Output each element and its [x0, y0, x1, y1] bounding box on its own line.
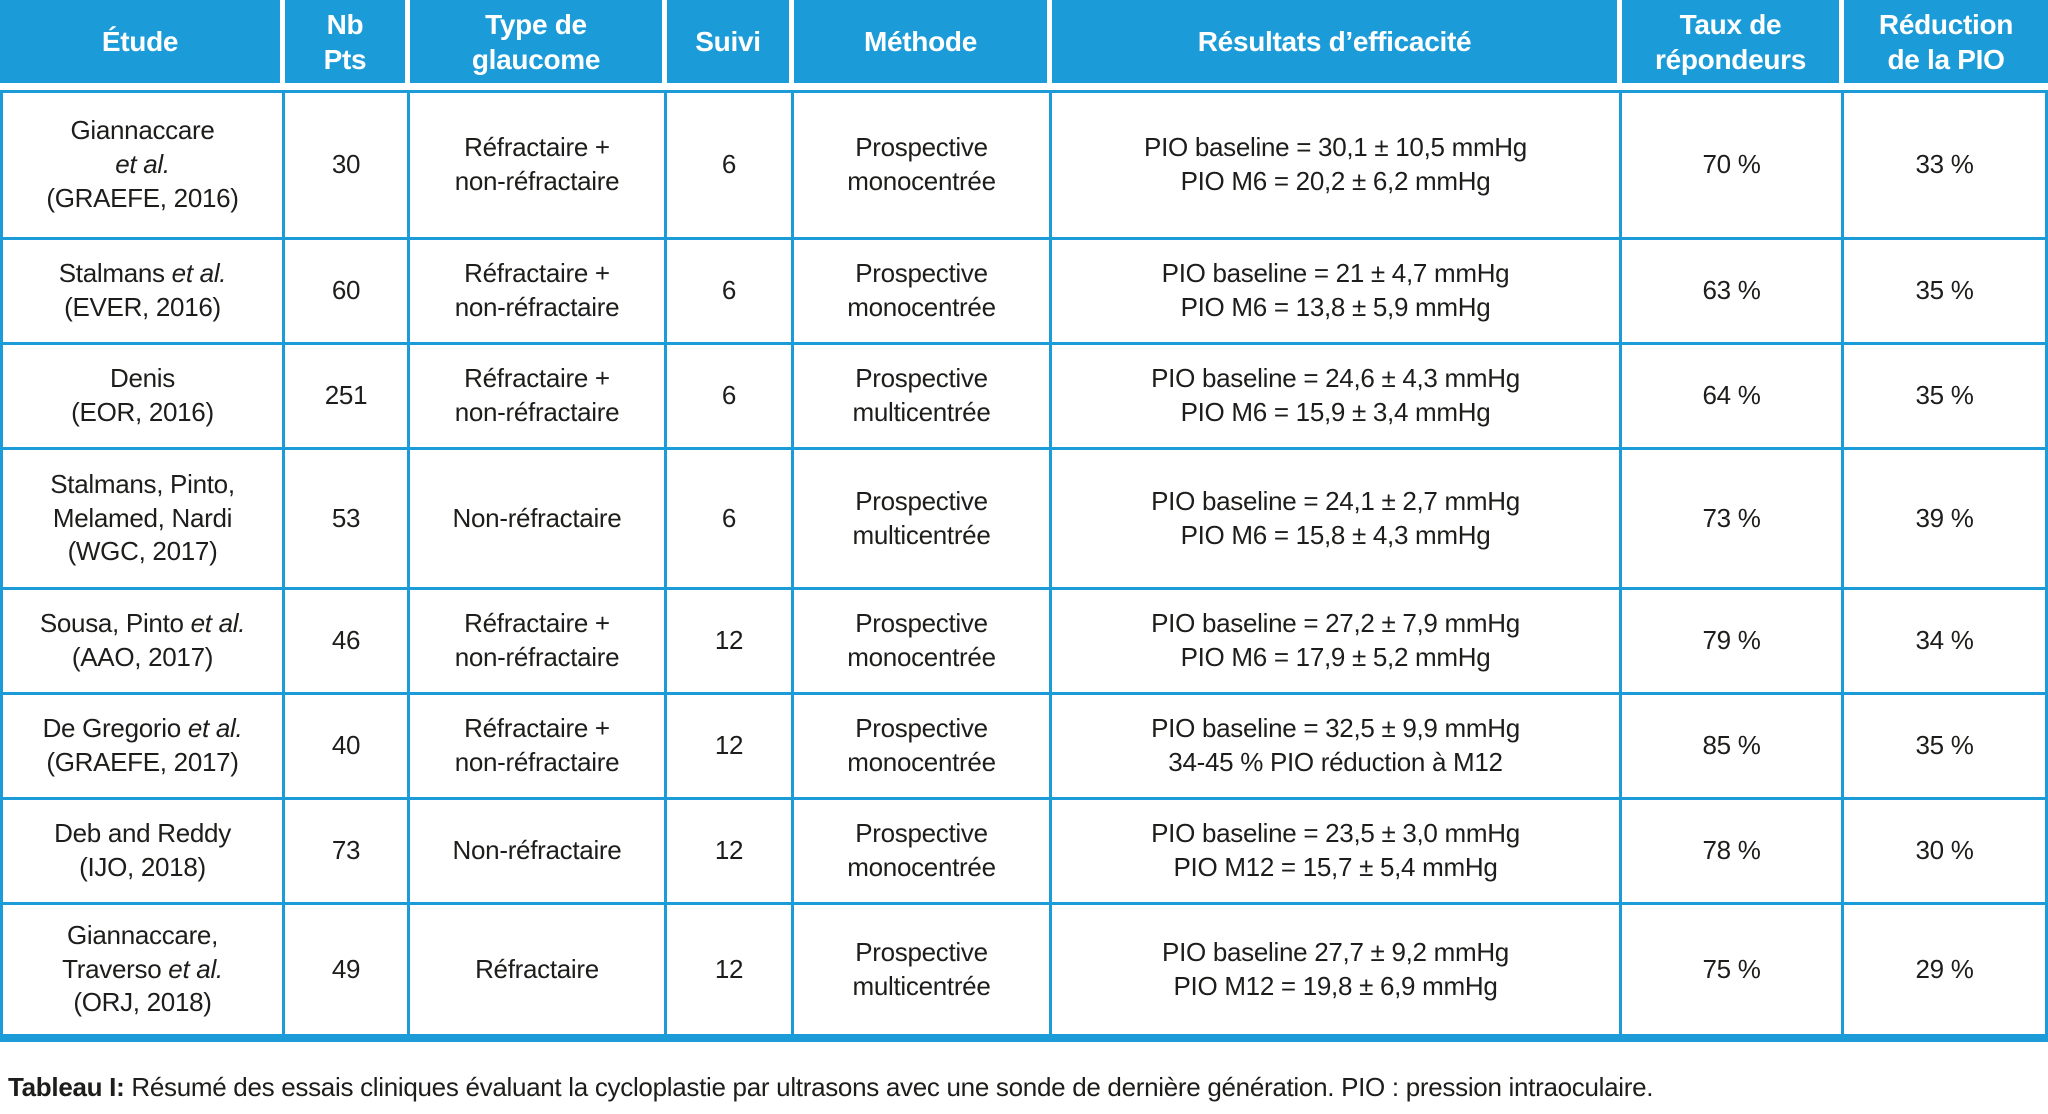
- cell-taux-repondeurs: 64 %: [1622, 345, 1844, 450]
- cell-reduction-pio: 34 %: [1844, 590, 2048, 695]
- cell-reduction-pio: 35 %: [1844, 345, 2048, 450]
- cell-reduction-pio: 35 %: [1844, 240, 2048, 345]
- column-header-reduction_pio: Réduction de la PIO: [1844, 0, 2048, 90]
- cell-suivi: 12: [667, 695, 794, 800]
- table-row: Giannaccare et al. (GRAEFE, 2016) 30 Réfract…: [0, 90, 2048, 240]
- cell-methode: Prospective monocentrée: [794, 90, 1052, 240]
- cell-suivi: 6: [667, 240, 794, 345]
- table-row: De Gregorio et al. (GRAEFE, 2017) 40 Réfrac…: [0, 695, 2048, 800]
- cell-etude: Denis (EOR, 2016): [0, 345, 285, 450]
- cell-etude: Deb and Reddy (IJO, 2018): [0, 800, 285, 905]
- cell-type-glaucome: Réfractaire + non-réfractaire: [410, 590, 667, 695]
- cell-methode: Prospective multicentrée: [794, 905, 1052, 1042]
- cell-nb-pts: 46: [285, 590, 410, 695]
- cell-methode: Prospective monocentrée: [794, 800, 1052, 905]
- cell-reduction-pio: 35 %: [1844, 695, 2048, 800]
- cell-type-glaucome: Réfractaire + non-réfractaire: [410, 90, 667, 240]
- column-header-resultats: Résultats d’efficacité: [1052, 0, 1622, 90]
- column-header-taux_repondeurs: Taux de répondeurs: [1622, 0, 1844, 90]
- cell-resultats: PIO baseline = 32,5 ± 9,9 mmHg 34-45 % PI…: [1052, 695, 1622, 800]
- cell-taux-repondeurs: 73 %: [1622, 450, 1844, 590]
- column-header-etude: Étude: [0, 0, 285, 90]
- caption-label: Tableau I:: [8, 1072, 125, 1102]
- cell-taux-repondeurs: 85 %: [1622, 695, 1844, 800]
- cell-type-glaucome: Réfractaire + non-réfractaire: [410, 695, 667, 800]
- cell-methode: Prospective multicentrée: [794, 345, 1052, 450]
- cell-etude: Giannaccare et al. (GRAEFE, 2016): [0, 90, 285, 240]
- clinical-trials-table: Étude Nb Pts Type de glaucome Suivi Méthode Rés…: [0, 0, 2048, 1042]
- cell-etude: Stalmans et al. (EVER, 2016): [0, 240, 285, 345]
- table-row: Deb and Reddy (IJO, 2018) 73 Non-réfractair…: [0, 800, 2048, 905]
- cell-resultats: PIO baseline 27,7 ± 9,2 mmHg PIO M12 = 19…: [1052, 905, 1622, 1042]
- cell-resultats: PIO baseline = 30,1 ± 10,5 mmHg PIO M6 = …: [1052, 90, 1622, 240]
- cell-reduction-pio: 29 %: [1844, 905, 2048, 1042]
- cell-methode: Prospective monocentrée: [794, 695, 1052, 800]
- cell-nb-pts: 60: [285, 240, 410, 345]
- cell-reduction-pio: 39 %: [1844, 450, 2048, 590]
- table-row: Stalmans, Pinto, Melamed, Nardi (WGC, 2017…: [0, 450, 2048, 590]
- cell-resultats: PIO baseline = 27,2 ± 7,9 mmHg PIO M6 = 1…: [1052, 590, 1622, 695]
- cell-methode: Prospective monocentrée: [794, 590, 1052, 695]
- cell-resultats: PIO baseline = 24,1 ± 2,7 mmHg PIO M6 = 1…: [1052, 450, 1622, 590]
- cell-resultats: PIO baseline = 23,5 ± 3,0 mmHg PIO M12 = …: [1052, 800, 1622, 905]
- table-caption: Tableau I: Résumé des essais cliniques é…: [8, 1072, 2048, 1103]
- table-row: Sousa, Pinto et al. (AAO, 2017) 46 Réfracta…: [0, 590, 2048, 695]
- cell-nb-pts: 73: [285, 800, 410, 905]
- cell-taux-repondeurs: 75 %: [1622, 905, 1844, 1042]
- cell-nb-pts: 40: [285, 695, 410, 800]
- cell-suivi: 6: [667, 345, 794, 450]
- cell-taux-repondeurs: 70 %: [1622, 90, 1844, 240]
- cell-reduction-pio: 30 %: [1844, 800, 2048, 905]
- cell-methode: Prospective monocentrée: [794, 240, 1052, 345]
- cell-suivi: 12: [667, 590, 794, 695]
- cell-suivi: 12: [667, 800, 794, 905]
- cell-type-glaucome: Réfractaire: [410, 905, 667, 1042]
- table-body: Giannaccare et al. (GRAEFE, 2016) 30 Réfract…: [0, 90, 2048, 1042]
- cell-type-glaucome: Réfractaire + non-réfractaire: [410, 345, 667, 450]
- cell-nb-pts: 251: [285, 345, 410, 450]
- cell-etude: Sousa, Pinto et al. (AAO, 2017): [0, 590, 285, 695]
- cell-suivi: 6: [667, 90, 794, 240]
- cell-methode: Prospective multicentrée: [794, 450, 1052, 590]
- caption-text: Résumé des essais cliniques évaluant la …: [124, 1072, 1654, 1102]
- column-header-type_glaucome: Type de glaucome: [410, 0, 667, 90]
- cell-type-glaucome: Non-réfractaire: [410, 450, 667, 590]
- cell-etude: Giannaccare, Traverso et al. (ORJ, 2018): [0, 905, 285, 1042]
- cell-taux-repondeurs: 79 %: [1622, 590, 1844, 695]
- cell-type-glaucome: Non-réfractaire: [410, 800, 667, 905]
- cell-reduction-pio: 33 %: [1844, 90, 2048, 240]
- table-row: Stalmans et al. (EVER, 2016) 60 Réfractaire…: [0, 240, 2048, 345]
- cell-nb-pts: 49: [285, 905, 410, 1042]
- cell-suivi: 12: [667, 905, 794, 1042]
- table-row: Giannaccare, Traverso et al. (ORJ, 2018) 49…: [0, 905, 2048, 1042]
- cell-resultats: PIO baseline = 21 ± 4,7 mmHg PIO M6 = 13,…: [1052, 240, 1622, 345]
- column-header-nb_pts: Nb Pts: [285, 0, 410, 90]
- table-row: Denis (EOR, 2016) 251 Réfractaire + non-réfr…: [0, 345, 2048, 450]
- cell-taux-repondeurs: 63 %: [1622, 240, 1844, 345]
- cell-nb-pts: 53: [285, 450, 410, 590]
- column-header-methode: Méthode: [794, 0, 1052, 90]
- cell-taux-repondeurs: 78 %: [1622, 800, 1844, 905]
- cell-resultats: PIO baseline = 24,6 ± 4,3 mmHg PIO M6 = 1…: [1052, 345, 1622, 450]
- column-header-suivi: Suivi: [667, 0, 794, 90]
- table-header-row: Étude Nb Pts Type de glaucome Suivi Méthode Rés…: [0, 0, 2048, 90]
- cell-type-glaucome: Réfractaire + non-réfractaire: [410, 240, 667, 345]
- cell-etude: De Gregorio et al. (GRAEFE, 2017): [0, 695, 285, 800]
- cell-nb-pts: 30: [285, 90, 410, 240]
- cell-etude: Stalmans, Pinto, Melamed, Nardi (WGC, 2017…: [0, 450, 285, 590]
- cell-suivi: 6: [667, 450, 794, 590]
